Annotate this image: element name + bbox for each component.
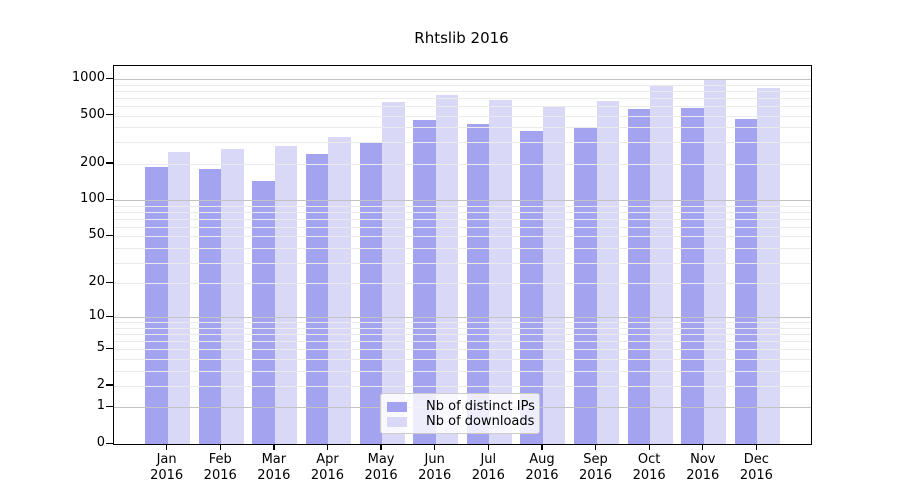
x-tick-label: Apr 2016	[310, 452, 344, 483]
x-tick-mark	[487, 444, 489, 450]
y-tick-label: 0	[96, 435, 105, 450]
y-tick-label: 50	[88, 227, 105, 243]
legend-swatch-downloads-icon	[387, 416, 407, 427]
bar-distinct-ips-aug	[520, 131, 543, 444]
y-tick-label: 2	[96, 376, 105, 392]
y-tick-mark	[106, 114, 113, 116]
x-tick-mark	[273, 444, 275, 450]
x-tick-mark	[326, 444, 329, 450]
x-tick-label: May 2016	[364, 452, 398, 483]
y-tick-mark	[106, 384, 113, 386]
x-tick-label: Aug 2016	[525, 452, 559, 483]
x-tick-label: Sep 2016	[578, 452, 613, 483]
x-tick-mark	[541, 444, 543, 450]
chart-title: Rhtslib 2016	[414, 29, 509, 47]
bar-downloads-aug	[542, 106, 566, 444]
x-tick-label: Dec 2016	[739, 452, 773, 483]
legend-entry-distinct-ips: Nb of distinct IPs	[387, 399, 535, 414]
x-tick-label: Jul 2016	[471, 452, 505, 483]
x-tick-label: Oct 2016	[632, 452, 666, 483]
y-tick-label: 500	[80, 106, 105, 122]
bar-downloads-apr	[328, 136, 351, 444]
x-tick-mark	[648, 444, 650, 450]
y-tick-mark	[106, 442, 113, 444]
y-tick-mark	[106, 347, 113, 350]
y-tick-mark	[106, 281, 113, 283]
bar-downloads-feb	[221, 149, 244, 444]
legend-label-downloads: Nb of downloads	[426, 414, 535, 429]
x-tick-label: Nov 2016	[686, 452, 720, 483]
legend-entry-downloads: Nb of downloads	[387, 414, 535, 429]
y-tick-label: 1	[96, 398, 105, 414]
y-tick-label: 1000	[71, 70, 105, 85]
x-tick-label: Jan 2016	[150, 452, 184, 483]
x-tick-mark	[380, 444, 382, 450]
bar-distinct-ips-jan	[145, 166, 168, 444]
y-tick-mark	[106, 234, 113, 237]
x-tick-mark	[166, 444, 168, 450]
x-tick-label: Feb 2016	[203, 452, 237, 483]
x-tick-mark	[594, 444, 597, 450]
bar-distinct-ips-apr	[305, 154, 329, 444]
bar-downloads-jul	[489, 100, 512, 444]
legend: Nb of distinct IPs Nb of downloads	[380, 393, 540, 434]
bar-downloads-dec	[757, 88, 780, 444]
legend-swatch-distinct-ips-icon	[387, 401, 407, 412]
y-tick-mark	[106, 77, 113, 79]
x-tick-mark	[434, 444, 436, 450]
bar-distinct-ips-mar	[252, 180, 275, 444]
bar-distinct-ips-nov	[681, 108, 704, 444]
y-tick-label: 100	[80, 191, 105, 207]
bar-distinct-ips-feb	[198, 169, 222, 444]
bar-downloads-oct	[650, 85, 673, 444]
bar-downloads-mar	[274, 146, 298, 444]
x-tick-label: Jun 2016	[418, 452, 452, 483]
x-tick-label: Mar 2016	[257, 452, 291, 483]
bar-downloads-sep	[596, 100, 620, 444]
x-tick-mark	[702, 444, 704, 450]
x-tick-mark	[219, 444, 221, 450]
bar-distinct-ips-may	[359, 141, 383, 444]
y-tick-mark	[106, 405, 113, 408]
y-tick-label: 20	[88, 274, 105, 290]
y-tick-label: 10	[88, 308, 105, 324]
bar-distinct-ips-sep	[574, 128, 597, 444]
y-tick-label: 200	[80, 154, 105, 170]
bar-downloads-jun	[435, 94, 459, 444]
legend-label-distinct-ips: Nb of distinct IPs	[426, 399, 535, 414]
plot-area: Nb of distinct IPs Nb of downloads	[113, 65, 812, 445]
x-tick-mark	[755, 444, 758, 450]
y-tick-mark	[106, 162, 113, 164]
bar-distinct-ips-dec	[734, 118, 758, 444]
y-tick-label: 5	[96, 340, 105, 356]
bar-downloads-nov	[703, 79, 727, 444]
y-tick-mark	[106, 198, 113, 200]
bar-downloads-jan	[167, 152, 191, 444]
bar-distinct-ips-oct	[627, 109, 651, 444]
bar-downloads-may	[382, 102, 405, 444]
y-tick-mark	[106, 315, 113, 318]
bars-layer	[114, 66, 811, 444]
